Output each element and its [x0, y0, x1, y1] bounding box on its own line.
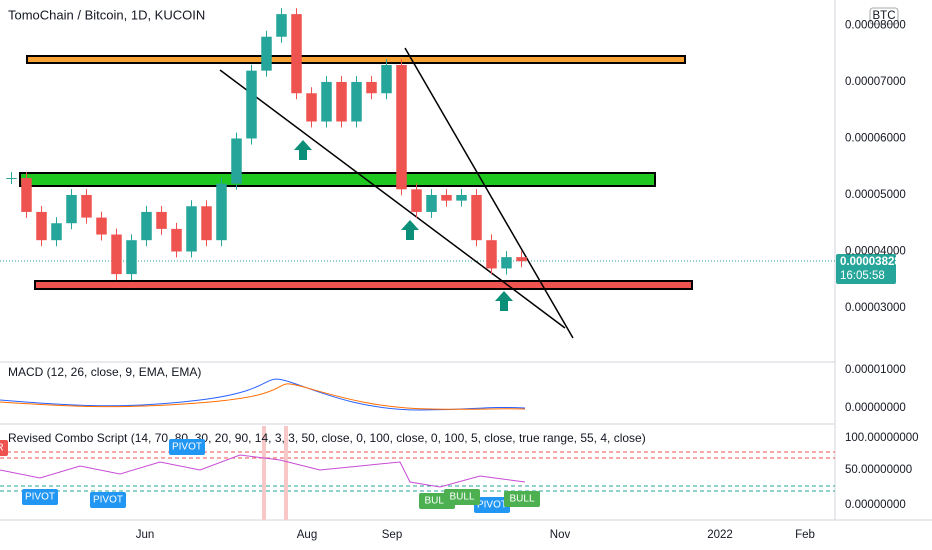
y-tick-label: 50.00000000 [845, 464, 912, 476]
candle [291, 14, 302, 94]
candle [516, 257, 527, 262]
candle [411, 189, 422, 212]
resistance-zone [26, 55, 686, 64]
marker-label: BEAR [0, 443, 4, 454]
candle [216, 183, 227, 241]
indicator-title: Revised Combo Script (14, 70, 80, 30, 20… [8, 431, 646, 445]
macd-title: MACD (12, 26, close, 9, EMA, EMA) [8, 365, 201, 379]
candle [261, 36, 272, 71]
arrows [294, 140, 513, 311]
y-tick-label: 0.00004000 [845, 246, 906, 258]
candle [156, 211, 167, 229]
highlight [284, 426, 288, 520]
candle [501, 257, 512, 269]
countdown: 16:05:58 [840, 270, 885, 282]
candle [171, 228, 182, 252]
candle [351, 81, 362, 122]
currency[interactable]: BTC [873, 10, 896, 22]
marker-badge [22, 489, 58, 505]
candle [486, 240, 497, 269]
support-zone [19, 172, 656, 187]
candle [126, 240, 137, 275]
chart-title: TomoChain / Bitcoin, 1D, KUCOIN [8, 7, 205, 22]
candle [366, 81, 377, 94]
time-label: Aug [297, 529, 317, 541]
candle [36, 211, 47, 241]
time-label: 2022 [707, 529, 733, 541]
candle [396, 64, 407, 190]
marker-badge [504, 491, 540, 507]
oscillator-line [0, 454, 526, 488]
trend-line [404, 47, 574, 339]
candle [306, 93, 317, 122]
support-zone [34, 280, 693, 290]
candle [66, 194, 77, 224]
currency-badge[interactable] [869, 7, 899, 25]
y-tick-label: 0.00005000 [845, 189, 906, 201]
highlight [262, 426, 266, 520]
candle [111, 234, 122, 275]
candle [96, 217, 107, 235]
candle [456, 194, 467, 201]
marker-badge [0, 440, 8, 456]
marker-label: PIVOT [93, 495, 123, 506]
marker-badge [90, 492, 126, 508]
y-tick-label: 0.00003000 [845, 302, 906, 314]
marker-label: BULL [449, 492, 474, 503]
candle [186, 206, 197, 252]
candle [6, 178, 17, 180]
candle [21, 178, 32, 212]
arrow-up [495, 291, 513, 311]
y-tick-label: 0.00001000 [845, 364, 906, 376]
candle [276, 14, 287, 37]
candle [426, 194, 437, 212]
arrow-up [294, 140, 312, 160]
candle [231, 138, 242, 184]
trend-line [219, 69, 566, 329]
candle [381, 64, 392, 94]
candle [141, 211, 152, 241]
time-label: Jun [136, 529, 155, 541]
y-tick-label: 0.00006000 [845, 132, 906, 144]
y-tick-label: 0.00007000 [845, 76, 906, 88]
time-label: Feb [795, 529, 815, 541]
current-price: 0.00003828 [840, 256, 901, 268]
marker-label: BULL [509, 494, 534, 505]
candle [81, 194, 92, 218]
marker-label: PIVOT [477, 500, 507, 511]
candle [321, 81, 332, 122]
marker-badge [169, 439, 205, 455]
time-label: Sep [382, 529, 402, 541]
candle [336, 81, 347, 122]
candle [201, 206, 212, 241]
marker-label: BULL [424, 496, 449, 507]
candle [471, 194, 482, 241]
time-label: Nov [550, 529, 571, 541]
candle [246, 70, 257, 139]
marker-label: PIVOT [172, 442, 202, 453]
price-badge [836, 254, 896, 284]
y-tick-label: 0.00008000 [845, 19, 906, 31]
signal-line [0, 383, 526, 410]
marker-badge [474, 497, 510, 513]
marker-label: PIVOT [25, 492, 55, 503]
arrow-up [401, 220, 419, 240]
marker-badge [444, 489, 480, 505]
candle [51, 223, 62, 241]
y-tick-label: 0.00000000 [845, 499, 906, 511]
y-tick-label: 0.00000000 [845, 402, 906, 414]
candle [441, 194, 452, 201]
y-tick-label: 100.00000000 [845, 432, 919, 444]
